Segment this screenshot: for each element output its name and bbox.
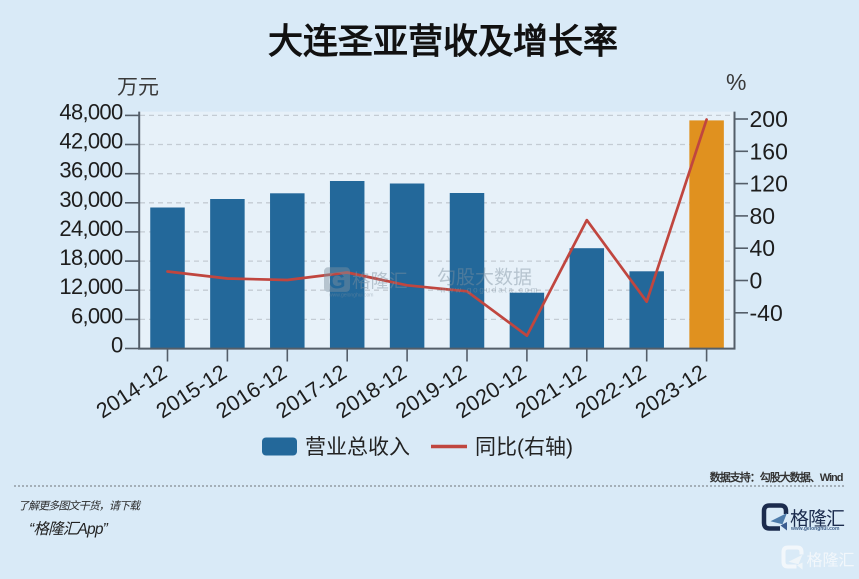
svg-text:营业总收入: 营业总收入 (305, 436, 410, 459)
svg-text:“格隆汇App”: “格隆汇App” (29, 520, 109, 538)
svg-text:0: 0 (750, 268, 763, 294)
svg-text:0: 0 (111, 333, 123, 358)
svg-text:200: 200 (750, 106, 788, 132)
svg-text:30,000: 30,000 (59, 187, 123, 212)
svg-text:36,000: 36,000 (59, 158, 123, 183)
svg-text:12,000: 12,000 (59, 274, 123, 299)
svg-text:120: 120 (750, 171, 788, 197)
svg-text:勾股大数据: 勾股大数据 (437, 267, 532, 289)
svg-text:www.gelonghui.com: www.gelonghui.com (790, 526, 840, 532)
svg-text:-40: -40 (750, 300, 783, 326)
svg-text:40: 40 (750, 235, 776, 261)
svg-text:万元: 万元 (117, 76, 159, 99)
svg-text:大连圣亚营收及增长率: 大连圣亚营收及增长率 (268, 23, 618, 62)
svg-text:160: 160 (750, 138, 788, 164)
svg-text:80: 80 (750, 203, 776, 229)
svg-text:48,000: 48,000 (59, 99, 123, 124)
svg-text:w w w . g o g u d a t a . c o: w w w . g o g u d a t a . c o m (439, 286, 538, 295)
svg-text:格隆汇: 格隆汇 (352, 271, 408, 292)
svg-text:www.gelonghui.com: www.gelonghui.com (329, 293, 373, 299)
svg-text:%: % (726, 69, 746, 95)
svg-text:42,000: 42,000 (59, 129, 123, 154)
svg-text:格隆汇: 格隆汇 (807, 552, 855, 570)
svg-text:6,000: 6,000 (71, 303, 123, 328)
svg-text:24,000: 24,000 (59, 216, 123, 241)
svg-text:18,000: 18,000 (59, 245, 123, 270)
svg-text:了解更多图文干货，请下载: 了解更多图文干货，请下载 (18, 500, 142, 513)
svg-text:同比(右轴): 同比(右轴) (475, 436, 573, 459)
svg-text:格隆汇: 格隆汇 (790, 508, 845, 530)
svg-text:数据支持：勾股大数据、Wind: 数据支持：勾股大数据、Wind (710, 470, 843, 484)
